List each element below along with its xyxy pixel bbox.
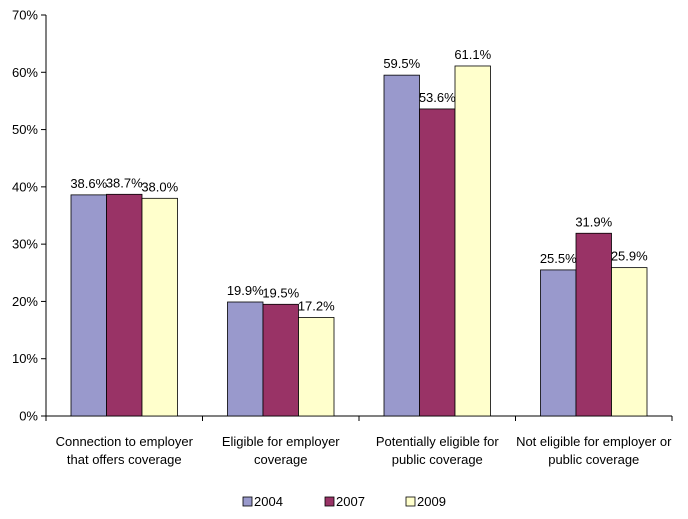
bar-2004-1 (227, 301, 264, 417)
legend-swatch-2007 (324, 496, 335, 507)
bar-2009-1 (298, 317, 335, 417)
category-label: coverage (254, 452, 307, 467)
bar-2009-2 (454, 65, 491, 417)
y-tick-label: 20% (12, 294, 38, 309)
bar-2007-1 (262, 303, 299, 417)
legend-swatch-2009 (405, 496, 416, 507)
category-label: Eligible for employer (222, 434, 340, 449)
data-label: 59.5% (383, 56, 420, 71)
legend-label-2007: 2007 (336, 494, 365, 509)
category-label: public coverage (548, 452, 639, 467)
bar-2007-0 (106, 193, 143, 417)
y-tick-label: 70% (12, 8, 38, 23)
data-label: 61.1% (454, 47, 491, 62)
category-label: Not eligible for employer or (516, 434, 672, 449)
y-tick-label: 50% (12, 122, 38, 137)
data-label: 17.2% (298, 298, 335, 313)
legend: 2004 2007 2009 (242, 494, 446, 509)
y-tick-label: 0% (19, 409, 38, 424)
bar-2009-3 (611, 267, 648, 417)
data-label: 25.5% (540, 251, 577, 266)
y-tick-label: 60% (12, 65, 38, 80)
legend-label-2004: 2004 (254, 494, 283, 509)
legend-swatch-2004 (242, 496, 253, 507)
category-label: Potentially eligible for (376, 434, 500, 449)
data-labels: 38.6%38.7%38.0% 19.9%19.5%17.2% 59.5% 53.6%… (70, 47, 648, 313)
category-label: that offers coverage (67, 452, 182, 467)
bars (70, 65, 648, 417)
bar-2007-2 (419, 108, 456, 417)
data-label: 31.9% (575, 214, 612, 229)
data-label: 38.0% (141, 179, 178, 194)
category-label: public coverage (392, 452, 483, 467)
category-label: Connection to employer (56, 434, 194, 449)
legend-label-2009: 2009 (417, 494, 446, 509)
data-label: 19.9% (227, 283, 264, 298)
bar-2007-3 (575, 232, 612, 417)
data-label: 38.7% (106, 175, 143, 190)
y-tick-label: 40% (12, 179, 38, 194)
data-label: 25.9% (611, 249, 648, 264)
category-labels: Connection to employer that offers covera… (56, 434, 672, 467)
bar-2004-3 (540, 269, 577, 417)
data-label: 38.6% (70, 176, 107, 191)
bar-2004-2 (383, 74, 420, 417)
data-label: 53.6% (419, 90, 456, 105)
bar-2009-0 (141, 197, 178, 417)
bar-2004-0 (70, 194, 107, 417)
y-tick-label: 10% (12, 351, 38, 366)
y-tick-label: 30% (12, 237, 38, 252)
data-label: 19.5% (262, 285, 299, 300)
